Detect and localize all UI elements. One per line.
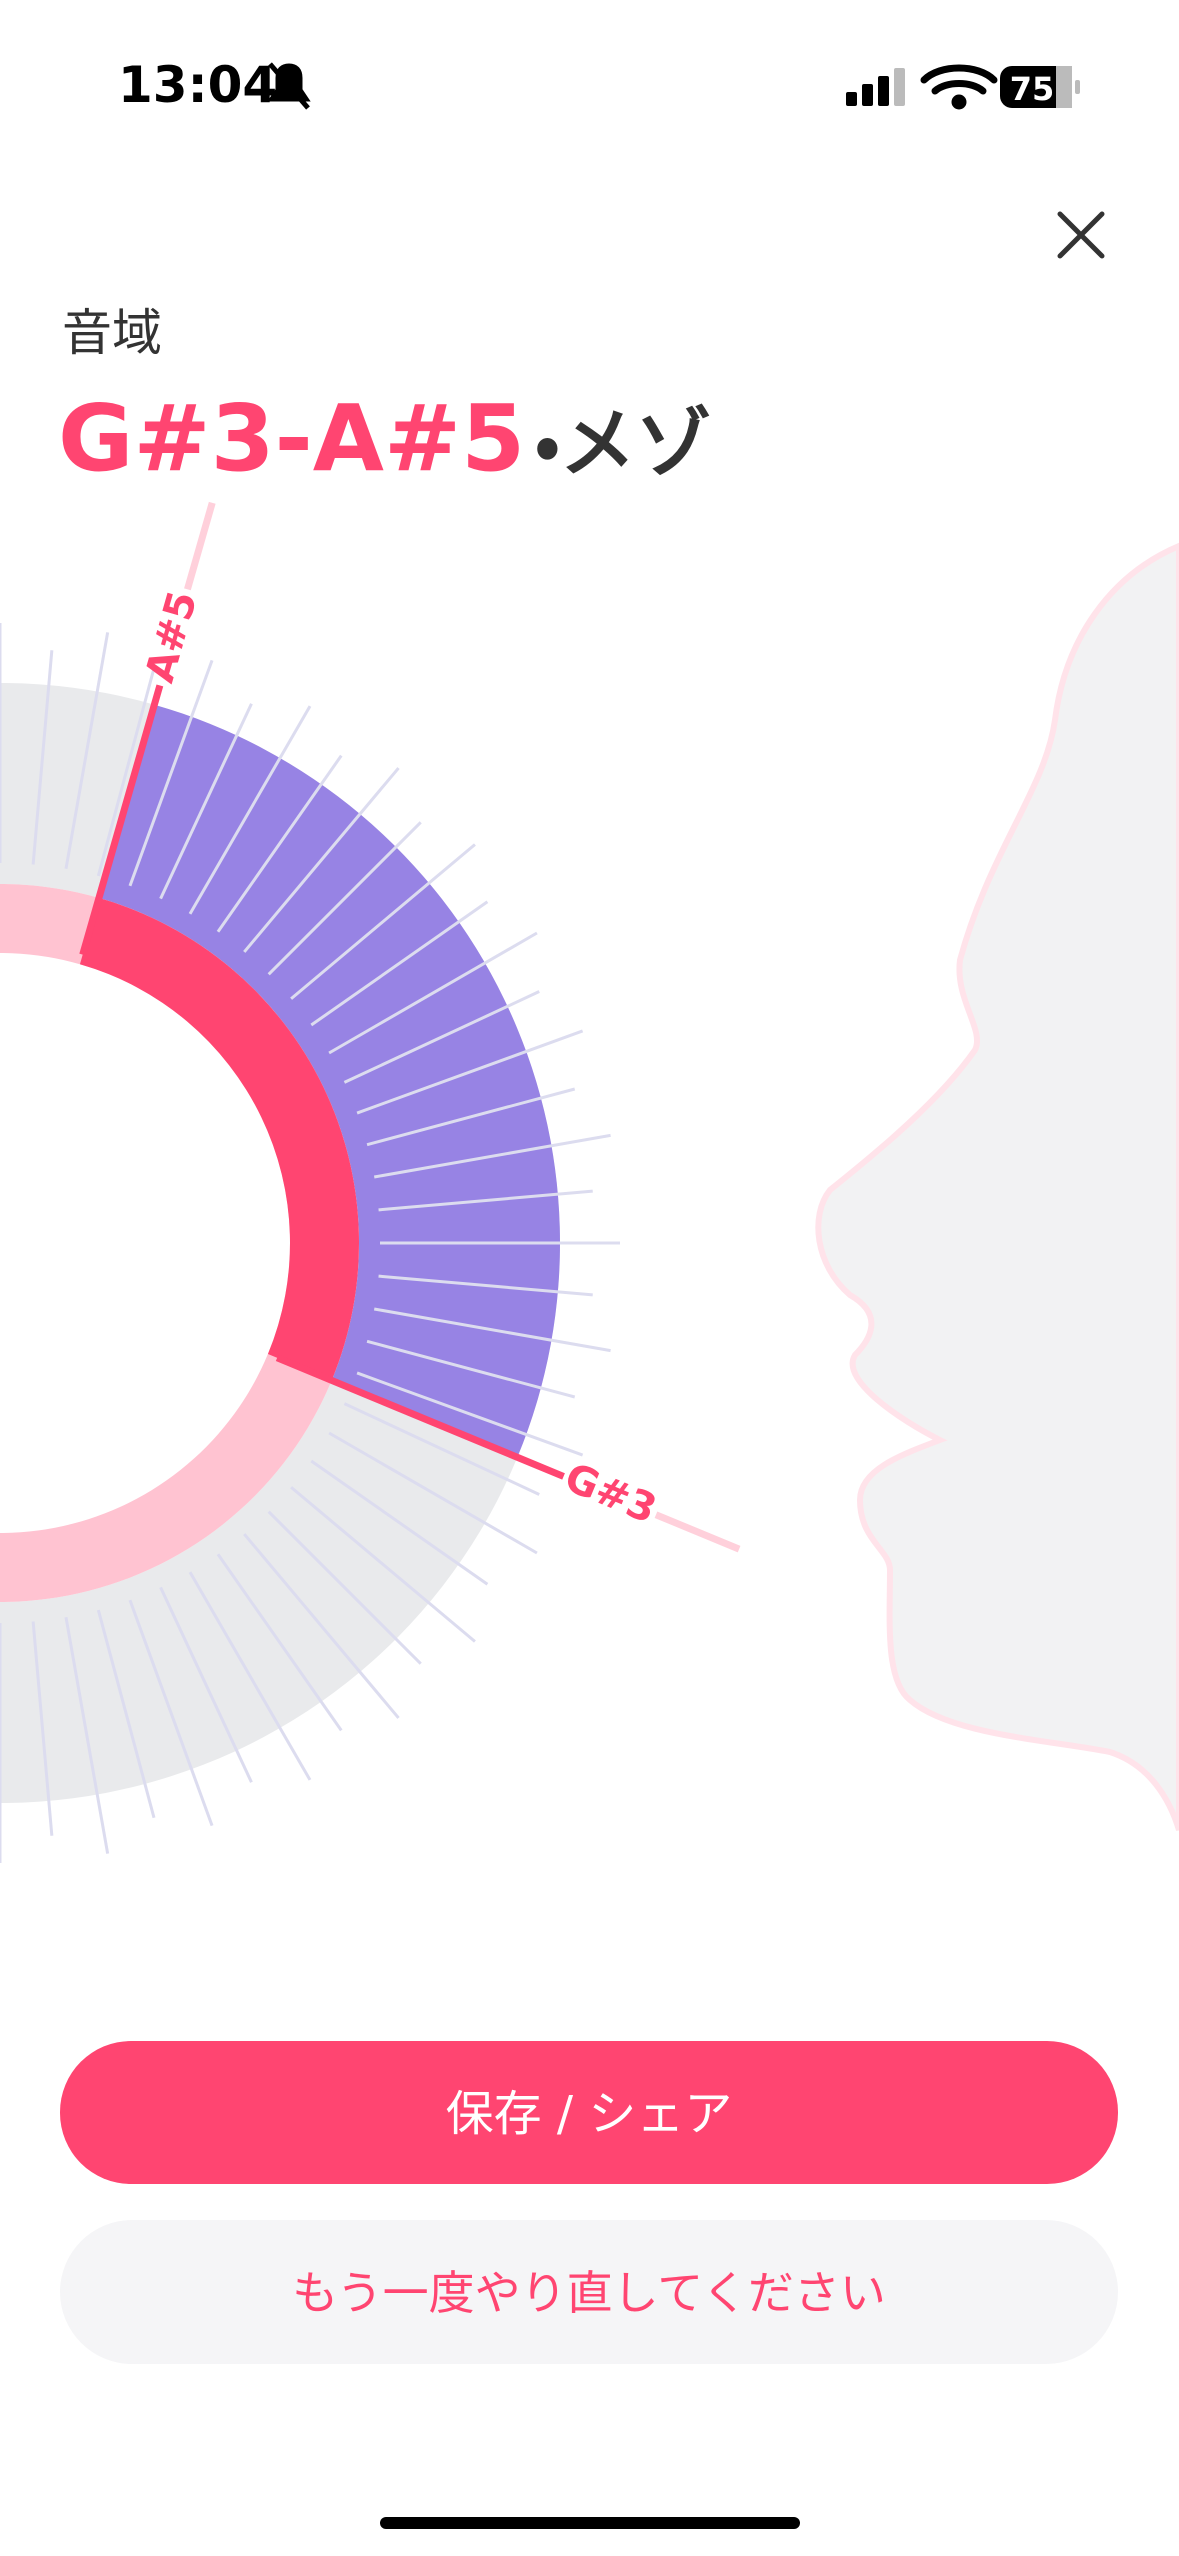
save-share-button[interactable]: 保存 / シェア: [60, 2041, 1118, 2184]
tick-line: [188, 1571, 312, 1781]
button-bg: [60, 2041, 1118, 2184]
tick-line: [356, 1029, 584, 1115]
battery-level: 75: [1010, 70, 1055, 108]
tick-line: [31, 1621, 54, 1836]
separator: ・: [535, 403, 559, 487]
range-active: [98, 704, 561, 1458]
tick-line: [128, 1599, 214, 1827]
tick-line: [328, 931, 538, 1055]
tick-line: [343, 1402, 540, 1496]
button-bg: [60, 2220, 1118, 2364]
header-title: G#3-A#5 ・メゾ: [58, 385, 712, 492]
tick-line: [216, 754, 343, 933]
tick-line: [267, 821, 422, 976]
tick-line: [128, 659, 214, 887]
range-text: G#3-A#5: [58, 385, 525, 492]
signal-icon: [846, 68, 905, 106]
tick-line: [64, 632, 110, 870]
tick-line: [96, 1609, 156, 1819]
button-label: 保存 / シェア: [446, 2086, 733, 2142]
face-silhouette: [815, 542, 1179, 1831]
tick-line: [378, 1274, 593, 1297]
home-indicator: [380, 2517, 800, 2529]
marker-label: A#5: [137, 586, 207, 687]
button-label: もう一度やり直してください: [292, 2266, 886, 2320]
marker-fade: [654, 1511, 741, 1553]
marker-line: [275, 1354, 565, 1480]
tick-line: [378, 1189, 593, 1212]
tick-line: [366, 1339, 576, 1399]
tick-line: [159, 1586, 253, 1783]
tick-line: [310, 900, 489, 1027]
battery-tip: [1075, 80, 1080, 94]
tick-line: [373, 1133, 611, 1179]
tick-line: [31, 650, 54, 865]
tick-line: [343, 990, 540, 1084]
tick-line: [290, 1486, 476, 1643]
range-dial: A#5 G#3: [0, 501, 741, 1863]
tick-line: [216, 1553, 343, 1732]
mute-icon: [267, 62, 311, 110]
marker-fade: [184, 501, 216, 591]
retry-button[interactable]: もう一度やり直してください: [60, 2220, 1118, 2364]
battery-empty: [1056, 66, 1072, 108]
header-label: 音域: [62, 304, 162, 362]
wifi-icon: [920, 64, 998, 110]
tick-line: [243, 767, 400, 953]
tick-line: [373, 1307, 611, 1353]
voice-type: メゾ: [560, 399, 712, 488]
tick-line: [159, 703, 253, 900]
marker-line: [79, 684, 164, 956]
close-button[interactable]: [1057, 211, 1105, 259]
tick-line: [290, 843, 476, 1000]
battery-icon: [1000, 66, 1072, 108]
tick-line: [310, 1459, 489, 1586]
tick-line: [366, 1087, 576, 1147]
marker-label: G#3: [558, 1454, 663, 1533]
tick-line: [267, 1510, 422, 1665]
tick-line: [243, 1533, 400, 1719]
ring-active: [79, 897, 360, 1381]
tick-line: [328, 1431, 538, 1555]
tick-line: [96, 667, 156, 877]
tick-line: [356, 1371, 584, 1457]
tick-line: [64, 1616, 110, 1854]
tick-line: [188, 705, 312, 915]
status-time: 13:04: [118, 56, 277, 114]
